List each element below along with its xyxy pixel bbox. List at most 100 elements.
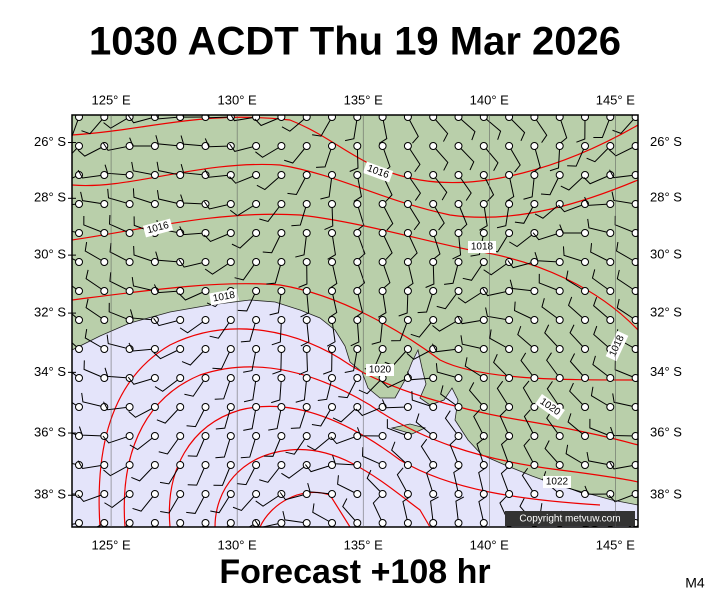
wind-barb: [508, 116, 526, 142]
wind-barb: [407, 203, 421, 231]
station: [353, 490, 362, 498]
wind-barb: [204, 261, 232, 275]
wind-barb: [455, 496, 465, 524]
wind-barb: [209, 319, 232, 339]
wind-barb: [371, 319, 384, 345]
copyright-box: [505, 511, 635, 526]
isobar-label: 1020: [369, 365, 392, 376]
wind-barb: [259, 464, 282, 483]
wind-barb: [358, 377, 383, 395]
wind-barb: [178, 290, 206, 301]
wind-barb: [307, 483, 333, 495]
wind-barb: [337, 475, 358, 495]
wind-barb: [103, 116, 130, 129]
station: [631, 316, 638, 324]
station: [555, 490, 564, 498]
wind-barb: [77, 493, 105, 503]
station: [100, 490, 109, 498]
station: [328, 461, 336, 469]
station: [125, 287, 134, 295]
wind-barb: [468, 382, 485, 408]
wind-barb: [500, 467, 510, 495]
lat-label: 34° S: [34, 364, 66, 379]
wind-barb: [231, 232, 257, 249]
wind-barb: [85, 298, 105, 321]
station: [226, 461, 235, 469]
wind-barb: [473, 409, 485, 437]
wind-barb: [460, 335, 484, 350]
station: [429, 432, 438, 440]
wind-barb: [243, 406, 257, 431]
wind-barb: [533, 116, 548, 143]
wind-barb: [232, 493, 257, 512]
station: [378, 345, 387, 353]
station: [252, 432, 261, 440]
wind-barb: [549, 145, 561, 172]
lat-label: 28° S: [650, 190, 682, 205]
lat-label: 26° S: [650, 134, 682, 149]
wind-barb: [72, 402, 80, 408]
wind-barb: [420, 438, 434, 466]
station: [530, 432, 539, 440]
station: [479, 142, 488, 150]
wind-barb: [312, 503, 333, 524]
lon-label: 140° E: [470, 92, 510, 107]
wind-barb: [109, 272, 130, 292]
station: [201, 258, 210, 266]
wind-barb: [332, 455, 358, 466]
wind-barb: [532, 232, 560, 241]
station: [201, 490, 210, 498]
wind-barb: [483, 261, 510, 276]
station: [403, 490, 412, 498]
wind-barb: [342, 498, 358, 524]
wind-barb: [81, 116, 105, 135]
station: [328, 171, 336, 179]
lat-label: 26° S: [34, 134, 66, 149]
wind-barb: [483, 145, 499, 171]
wind-barb: [311, 406, 333, 427]
station: [581, 345, 589, 353]
station: [454, 200, 463, 208]
lon-label: 130° E: [218, 92, 258, 107]
wind-barb: [509, 232, 535, 248]
wind-barb: [349, 145, 359, 172]
wind-barb: [608, 145, 636, 157]
station: [353, 200, 362, 208]
lon-label: 145° E: [596, 537, 636, 552]
station: [403, 519, 412, 527]
station: [378, 258, 387, 266]
wind-barb: [505, 174, 515, 202]
station: [100, 171, 109, 179]
wind-barb: [591, 269, 611, 292]
wind-barb: [179, 319, 206, 334]
station: [150, 171, 159, 179]
wind-barb: [180, 164, 206, 176]
station: [201, 461, 210, 469]
station: [100, 345, 109, 353]
wind-barb: [187, 464, 206, 486]
station: [176, 171, 185, 179]
wind-barb: [540, 174, 561, 196]
station: [328, 432, 336, 440]
station: [226, 345, 235, 353]
station: [429, 316, 438, 324]
station: [631, 374, 638, 382]
station: [581, 403, 589, 411]
wind-barb: [517, 325, 535, 350]
wind-barb: [282, 510, 307, 524]
graticule: 125° E 125° E 130° E 130° E 135° E 135° E 140°…: [34, 92, 682, 552]
wind-barb: [354, 290, 364, 318]
wind-barb: [210, 493, 232, 514]
station: [125, 200, 134, 208]
lat-label: 32° S: [34, 305, 66, 320]
station: [176, 461, 185, 469]
wind-barb: [259, 203, 282, 223]
wind-barb: [102, 435, 130, 444]
wind-barb: [478, 496, 487, 524]
station: [277, 374, 286, 382]
station: [252, 461, 261, 469]
wind-barb: [266, 261, 282, 285]
wind-barb: [271, 377, 282, 404]
wind-barb: [300, 319, 310, 347]
station: [201, 287, 210, 295]
